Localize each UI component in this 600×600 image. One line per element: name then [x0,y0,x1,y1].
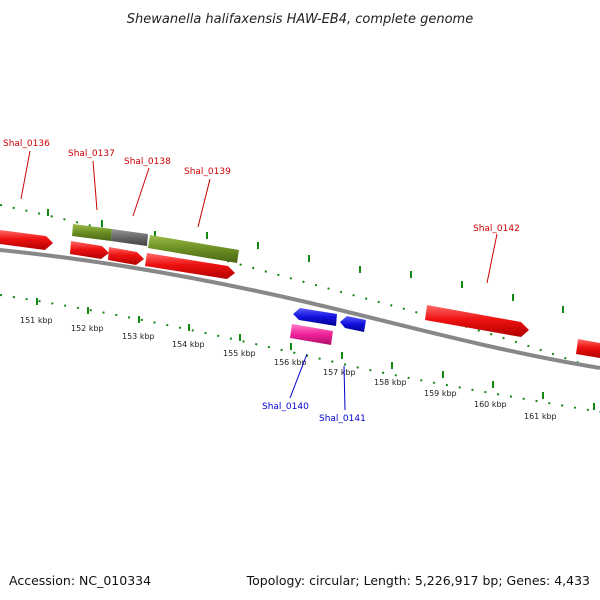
gene-arrow-shal-0136 [0,230,53,250]
map-title: Shewanella halifaxensis HAW-EB4, complet… [127,12,473,27]
gene-label-shal-0136: Shal_0136 [3,139,50,149]
gene-label-shal-0138: Shal_0138 [124,157,171,167]
reverse-genes [290,308,366,345]
genome-summary-text: Topology: circular; Length: 5,226,917 bp… [246,573,590,588]
kbp-label: 158 kbp [374,378,407,387]
kbp-label: 154 kbp [172,340,205,349]
gene-label-shal-0141: Shal_0141 [319,414,366,424]
kbp-label: 159 kbp [424,389,457,398]
gene-arrow-shal-0140 [293,308,337,326]
kbp-scale: 151 kbp 152 kbp 153 kbp 154 kbp 155 kbp … [20,316,557,421]
gene-label-shal-0139: Shal_0139 [184,167,231,177]
callout-lines [20,150,498,411]
gene-arrow-partial-right [576,339,600,358]
callout-shal-0137 [92,160,98,211]
callout-shal-0136 [20,150,31,200]
callout-shal-0139 [197,178,211,228]
gene-arrow-shal-0137 [70,241,109,259]
olive-feature-0137 [72,224,112,241]
genome-backbone [0,248,600,370]
callout-shal-0141 [343,365,346,411]
kbp-label: 156 kbp [274,358,307,367]
kbp-label: 161 kbp [524,412,557,421]
inner-tick-track [0,294,600,413]
callout-shal-0140 [289,353,308,399]
callout-shal-0142 [486,233,498,284]
accession-text: Accession: NC_010334 [9,573,151,588]
pink-feature [290,324,333,345]
kbp-label: 151 kbp [20,316,53,325]
gene-label-shal-0137: Shal_0137 [68,149,115,159]
kbp-label: 157 kbp [323,368,356,377]
gene-arrow-shal-0141 [340,316,366,332]
gene-label-shal-0142: Shal_0142 [473,224,520,234]
gene-arrow-shal-0142 [425,305,529,337]
gene-label-shal-0140: Shal_0140 [262,402,309,412]
gray-feature-0138 [111,229,148,246]
kbp-label: 155 kbp [223,349,256,358]
gene-arrow-shal-0138 [108,247,144,265]
kbp-label: 153 kbp [122,332,155,341]
feature-track [72,224,239,263]
callout-shal-0138 [132,167,150,217]
gene-arrow-shal-0139 [145,253,235,279]
kbp-label: 160 kbp [474,400,507,409]
forward-genes [0,230,600,358]
gene-labels: Shal_0136 Shal_0137 Shal_0138 Shal_0139 … [3,139,520,424]
kbp-label: 152 kbp [71,324,104,333]
olive-feature-0139 [148,235,239,263]
